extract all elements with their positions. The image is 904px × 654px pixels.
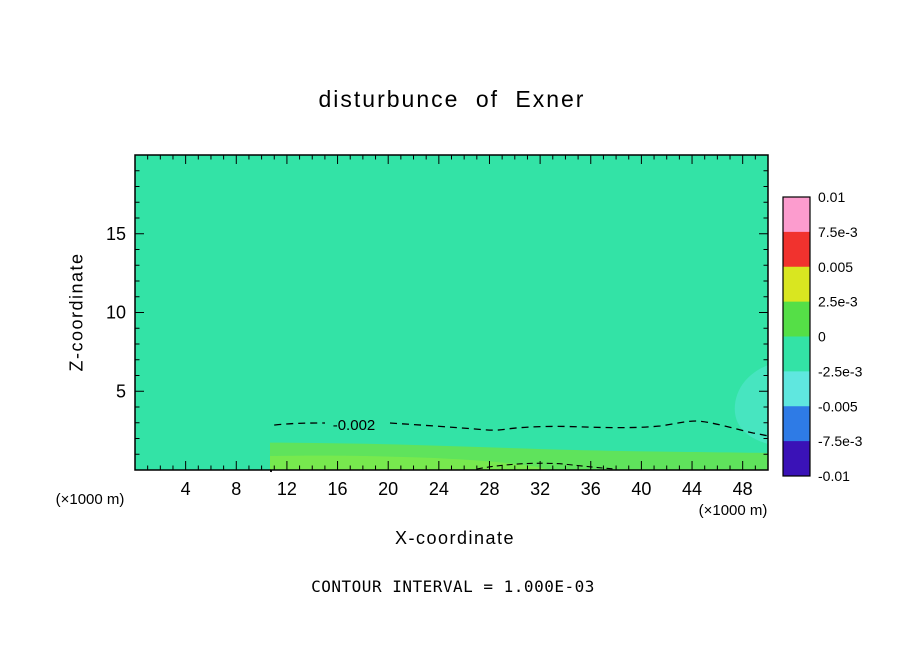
colorbar-label: -7.5e-3 — [818, 433, 863, 449]
colorbar-segment — [783, 266, 810, 303]
colorbar-label: -0.005 — [818, 398, 858, 414]
colorbar-border — [782, 196, 811, 477]
x-tick-label: 16 — [328, 479, 348, 499]
contour-line-minus2e-3-right — [389, 420, 769, 437]
x-tick-label: 4 — [181, 479, 191, 499]
y-tick-label: 5 — [116, 381, 126, 401]
page-title: disturbunce of Exner — [318, 86, 586, 112]
x-tick-label: 40 — [631, 479, 651, 499]
colorbar-label: 7.5e-3 — [818, 224, 858, 240]
y-tick-label: 10 — [106, 303, 126, 323]
colorbar-segment — [783, 336, 810, 372]
colorbar-label: 0.01 — [818, 189, 845, 205]
field-base — [135, 155, 768, 470]
x-tick-label: 36 — [581, 479, 601, 499]
colorbar-label: 2.5e-3 — [818, 294, 858, 310]
colorbar-label: 0 — [818, 329, 826, 345]
colorbar-segment — [783, 301, 810, 337]
colorbar-segment — [783, 197, 810, 233]
x-axis-unit-right: (×1000 m) — [698, 502, 768, 519]
field-region-bottom-band-bright — [270, 455, 550, 470]
x-tick-label: 32 — [530, 479, 550, 499]
x-tick-label: 24 — [429, 479, 449, 499]
colorbar-segment — [783, 441, 810, 477]
x-tick-label: 28 — [479, 479, 499, 499]
x-tick-label: 44 — [682, 479, 702, 499]
contour-interval-note: CONTOUR INTERVAL = 1.000E-03 — [311, 577, 595, 596]
y-tick-label: 15 — [106, 224, 126, 244]
x-tick-label: 48 — [733, 479, 753, 499]
x-tick-label: 12 — [277, 479, 297, 499]
contour-line-bottom-middle-weak — [476, 462, 616, 470]
x-axis-label: X-coordinate — [394, 528, 516, 548]
colorbar-label: 0.005 — [818, 259, 853, 275]
colorbar-segment — [783, 231, 810, 268]
colorbar-label: -2.5e-3 — [818, 363, 863, 379]
field-region-right-cyan-patch — [734, 365, 768, 444]
colorbar-label: -0.01 — [818, 468, 850, 484]
x-tick-label: 20 — [378, 479, 398, 499]
colorbar-segment — [783, 406, 810, 442]
colorbar-segment — [783, 371, 810, 407]
contour-value-label: -0.002 — [333, 417, 376, 434]
x-axis-unit-left: (×1000 m) — [55, 491, 125, 508]
contour-line-minus2e-3-left — [270, 422, 326, 427]
y-axis-label: Z-coordinate — [66, 252, 87, 372]
x-tick-label: 8 — [231, 479, 241, 499]
